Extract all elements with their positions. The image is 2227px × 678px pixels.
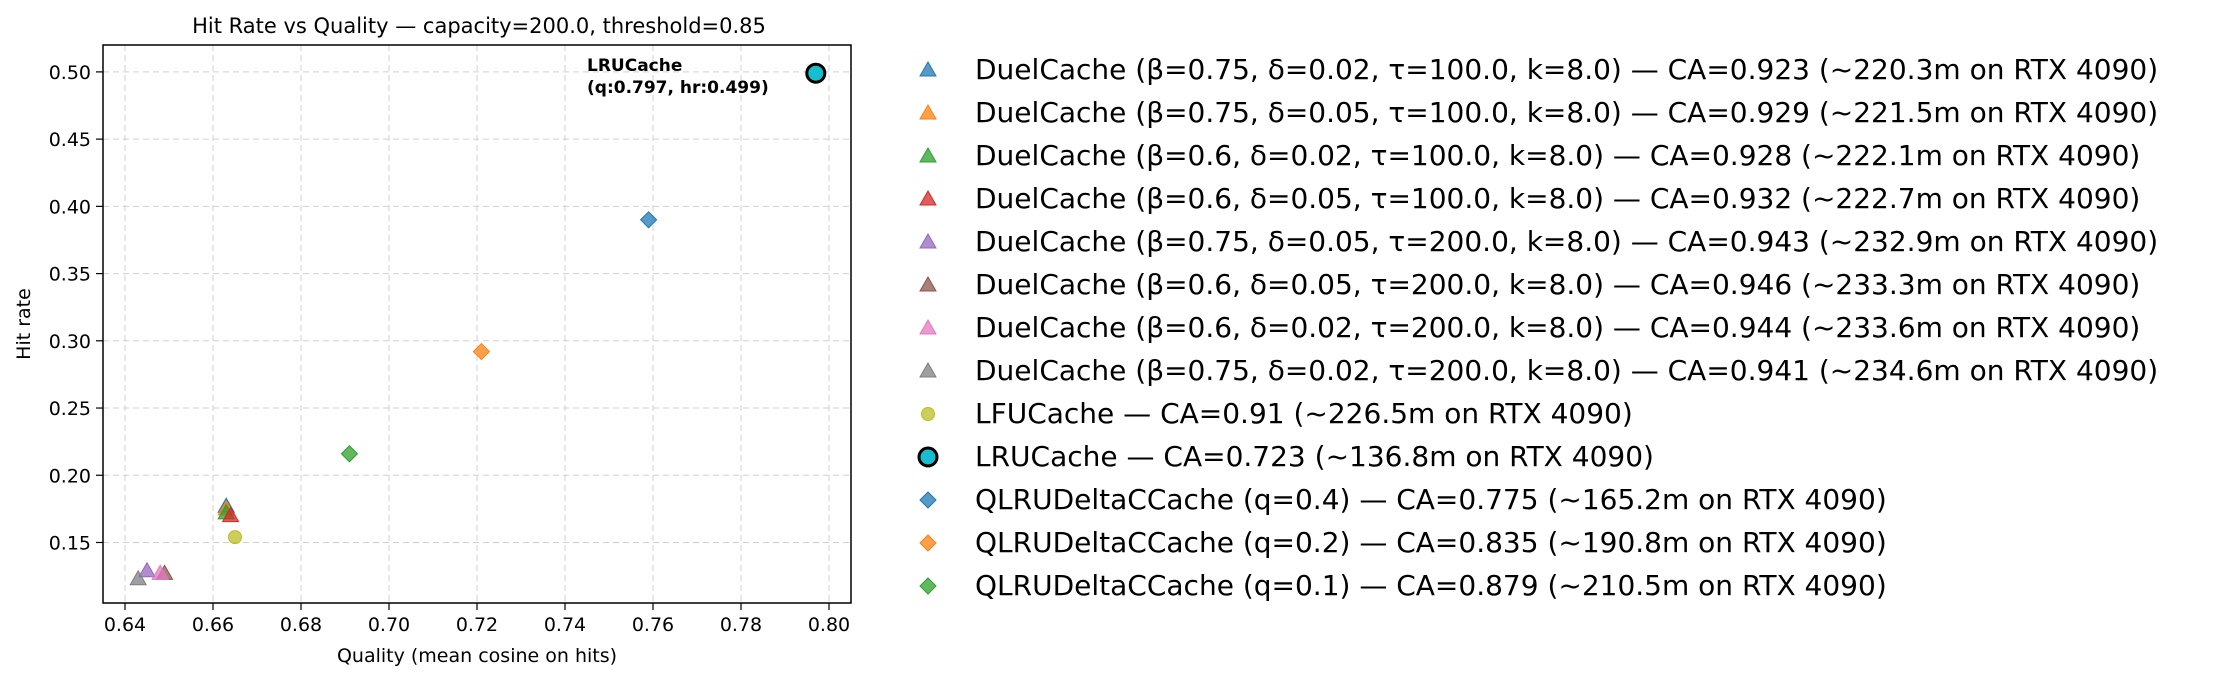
legend-marker (919, 146, 937, 163)
x-tick-label: 0.78 (720, 614, 762, 636)
legend-label: DuelCache (β=0.75, δ=0.05, τ=100.0, k=8.… (975, 96, 2159, 129)
y-tick-label: 0.15 (49, 532, 91, 554)
data-point-7 (151, 564, 170, 580)
legend-marker (919, 189, 937, 206)
legend-marker (919, 491, 937, 509)
y-tick-label: 0.40 (49, 196, 91, 218)
x-tick-label: 0.68 (280, 614, 322, 636)
data-point-5 (138, 561, 156, 578)
data-point-9 (228, 530, 242, 545)
data-points (129, 62, 827, 586)
legend-label: DuelCache (β=0.75, δ=0.02, τ=100.0, k=8.… (975, 53, 2159, 86)
legend-marker (919, 275, 937, 292)
legend-marker (919, 361, 937, 378)
annotation-line-1: LRUCache (587, 56, 682, 76)
x-tick-label: 0.80 (808, 614, 850, 636)
x-tick-label: 0.70 (368, 614, 410, 636)
y-axis-label: Hit rate (13, 288, 35, 360)
legend-label: DuelCache (β=0.6, δ=0.02, τ=100.0, k=8.0… (975, 139, 2141, 172)
chart-title: Hit Rate vs Quality — capacity=200.0, th… (192, 14, 766, 38)
legend-label: LRUCache — CA=0.723 (~136.8m on RTX 4090… (975, 440, 1654, 473)
legend-marker (919, 577, 937, 595)
y-tick-label: 0.45 (49, 129, 91, 151)
legend-label: DuelCache (β=0.75, δ=0.05, τ=200.0, k=8.… (975, 225, 2159, 258)
x-axis-label: Quality (mean cosine on hits) (337, 645, 617, 667)
legend-label: QLRUDeltaCCache (q=0.4) — CA=0.775 (~165… (975, 483, 1887, 516)
legend-label: QLRUDeltaCCache (q=0.2) — CA=0.835 (~190… (975, 526, 1887, 559)
data-point-4 (221, 506, 240, 523)
legend-label: DuelCache (β=0.6, δ=0.05, τ=100.0, k=8.0… (975, 182, 2141, 215)
legend-marker (921, 407, 935, 421)
legend-marker (919, 60, 937, 77)
legend-marker (919, 103, 937, 120)
y-axis-ticks: 0.15 0.20 0.25 0.30 0.35 0.40 0.45 0.50 (49, 62, 103, 554)
data-point-12 (472, 342, 491, 361)
x-tick-label: 0.74 (544, 614, 586, 636)
legend-marker (917, 446, 939, 468)
x-axis-ticks: 0.64 0.66 0.68 0.70 0.72 0.74 0.76 0.78 0.80 (104, 603, 850, 636)
legend-label: QLRUDeltaCCache (q=0.1) — CA=0.879 (~210… (975, 569, 1887, 602)
legend-label: LFUCache — CA=0.91 (~226.5m on RTX 4090) (975, 397, 1633, 430)
x-tick-label: 0.64 (104, 614, 146, 636)
legend-marker (919, 318, 937, 335)
x-tick-label: 0.66 (192, 614, 234, 636)
annotation-line-2: (q:0.797, hr:0.499) (587, 78, 769, 98)
chart: Hit Rate vs Quality — capacity=200.0, th… (13, 14, 852, 667)
y-tick-label: 0.25 (49, 398, 91, 420)
y-tick-label: 0.30 (49, 331, 91, 353)
legend-label: DuelCache (β=0.6, δ=0.05, τ=200.0, k=8.0… (975, 268, 2141, 301)
legend-marker (919, 232, 937, 249)
data-point-8 (129, 569, 148, 586)
legend-label: DuelCache (β=0.75, δ=0.02, τ=200.0, k=8.… (975, 354, 2159, 387)
y-tick-label: 0.20 (49, 465, 91, 487)
x-tick-label: 0.72 (456, 614, 498, 636)
grid-lines (103, 45, 851, 603)
y-tick-label: 0.50 (49, 62, 91, 84)
legend-marker (919, 534, 937, 552)
data-point-10 (805, 62, 827, 84)
x-tick-label: 0.76 (632, 614, 674, 636)
legend-label: DuelCache (β=0.6, δ=0.02, τ=200.0, k=8.0… (975, 311, 2141, 344)
y-tick-label: 0.35 (49, 264, 91, 286)
data-point-13 (340, 445, 359, 463)
data-point-11 (639, 211, 658, 229)
